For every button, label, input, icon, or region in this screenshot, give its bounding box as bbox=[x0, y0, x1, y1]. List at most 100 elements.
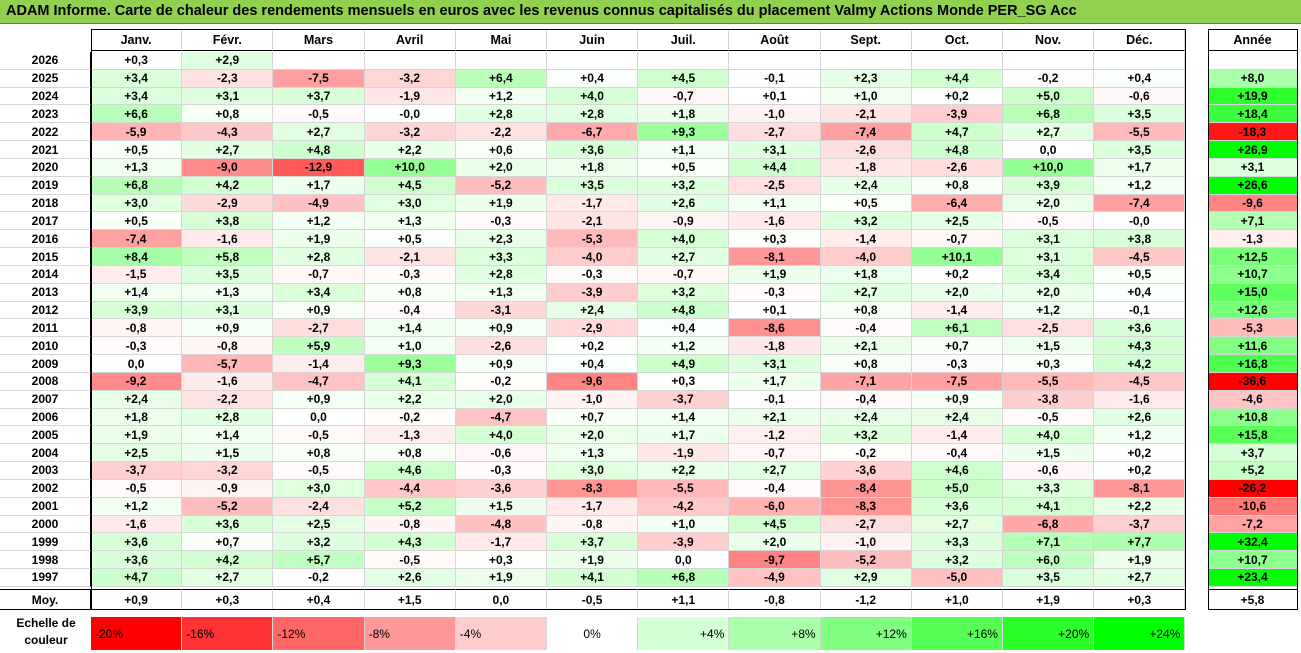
heatmap-cell: -2,7 bbox=[729, 123, 821, 142]
heatmap-cell: -0,5 bbox=[364, 551, 456, 570]
heatmap-cell: -0,8 bbox=[182, 337, 274, 356]
heatmap-cell: +0,9 bbox=[273, 390, 365, 409]
heatmap-cell: -0,9 bbox=[638, 212, 730, 231]
heatmap-cell: -6,4 bbox=[911, 194, 1003, 213]
heatmap-cell: +1,9 bbox=[273, 230, 365, 249]
heatmap-cell: +1,5 bbox=[455, 497, 547, 516]
heatmap-cell: +1,2 bbox=[638, 337, 730, 356]
heatmap-cell: -9,2 bbox=[91, 372, 183, 391]
heatmap-cell: 0,0 bbox=[91, 355, 183, 373]
heatmap-cell: +4,1 bbox=[547, 569, 639, 587]
heatmap-cell: +0,8 bbox=[182, 105, 274, 124]
heatmap-cell bbox=[1003, 52, 1095, 70]
heatmap-cell: +0,3 bbox=[729, 230, 821, 249]
heatmap-cell: +0,6 bbox=[455, 141, 547, 159]
heatmap-cell: +1,9 bbox=[91, 426, 183, 445]
heatmap-cell: +3,5 bbox=[1094, 141, 1186, 159]
color-scale-swatch: +8% bbox=[729, 617, 821, 650]
heatmap-cell: -3,7 bbox=[91, 462, 183, 480]
heatmap-cell: -8,3 bbox=[820, 497, 912, 516]
average-cell: +0,9 bbox=[91, 589, 183, 610]
heatmap-cell: -4,0 bbox=[820, 248, 912, 266]
heatmap-cell: -0,7 bbox=[911, 230, 1003, 249]
heatmap-cell: -4,5 bbox=[1094, 372, 1186, 391]
heatmap-cell: +0,1 bbox=[729, 301, 821, 320]
heatmap-cell: -0,3 bbox=[91, 337, 183, 356]
row-year-label: 2013 bbox=[0, 283, 91, 302]
heatmap-cell: -8,4 bbox=[820, 479, 912, 498]
heatmap-cell: +6,1 bbox=[911, 319, 1003, 338]
row-year-label: 2000 bbox=[0, 515, 91, 534]
heatmap-cell: +2,7 bbox=[638, 248, 730, 266]
heatmap-cell: -7,5 bbox=[911, 372, 1003, 391]
heatmap-cell: -1,4 bbox=[820, 230, 912, 249]
heatmap-cell: -3,6 bbox=[455, 479, 547, 498]
heatmap-cell: -2,6 bbox=[455, 337, 547, 356]
heatmap-cell: +0,3 bbox=[1003, 355, 1095, 373]
heatmap-cell: +1,4 bbox=[364, 319, 456, 338]
heatmap-cell: +2,0 bbox=[1003, 194, 1095, 213]
heatmap-cell: -0,4 bbox=[820, 390, 912, 409]
heatmap-cell: -0,5 bbox=[273, 105, 365, 124]
heatmap-cell: +2,5 bbox=[273, 515, 365, 534]
heatmap-cell: -7,4 bbox=[1094, 194, 1186, 213]
heatmap-cell: +2,7 bbox=[182, 569, 274, 587]
heatmap-cell: +0,2 bbox=[547, 337, 639, 356]
heatmap-cell: +1,9 bbox=[455, 194, 547, 213]
heatmap-cell: +1,7 bbox=[273, 176, 365, 195]
row-year-label: 2026 bbox=[0, 52, 91, 70]
heatmap-cell: +5,9 bbox=[273, 337, 365, 356]
heatmap-cell: +10,0 bbox=[364, 158, 456, 177]
heatmap-cell: +4,0 bbox=[455, 426, 547, 445]
heatmap-cell bbox=[911, 52, 1003, 70]
heatmap-cell: +2,0 bbox=[911, 283, 1003, 302]
heatmap-cell: +0,8 bbox=[820, 355, 912, 373]
annual-cell: +12,5 bbox=[1208, 248, 1298, 266]
heatmap-cell: +4,5 bbox=[638, 69, 730, 88]
heatmap-cell: +3,8 bbox=[1094, 230, 1186, 249]
heatmap-cell: -0,3 bbox=[911, 355, 1003, 373]
heatmap-cell: +5,7 bbox=[273, 551, 365, 570]
annual-cell: -18,3 bbox=[1208, 123, 1298, 142]
heatmap-cell: +3,8 bbox=[182, 212, 274, 231]
heatmap-cell: +2,6 bbox=[364, 569, 456, 587]
annual-cell: +10,8 bbox=[1208, 408, 1298, 427]
heatmap-cell: -3,2 bbox=[364, 69, 456, 88]
heatmap-cell: -1,7 bbox=[455, 533, 547, 552]
heatmap-cell: -0,8 bbox=[91, 319, 183, 338]
heatmap-cell: -1,3 bbox=[364, 426, 456, 445]
heatmap-cell: +3,4 bbox=[1003, 265, 1095, 284]
color-scale-swatch: +24% bbox=[1094, 617, 1186, 650]
heatmap-cell: -8,6 bbox=[729, 319, 821, 338]
heatmap-cell: -1,2 bbox=[729, 426, 821, 445]
heatmap-cell: +1,9 bbox=[547, 551, 639, 570]
heatmap-cell: +2,6 bbox=[638, 194, 730, 213]
heatmap-cell: +4,2 bbox=[1094, 355, 1186, 373]
heatmap-cell: +1,1 bbox=[729, 194, 821, 213]
heatmap-cell: +2,9 bbox=[182, 52, 274, 70]
column-header: Août bbox=[729, 29, 821, 51]
heatmap-cell: +4,4 bbox=[911, 69, 1003, 88]
heatmap-cell: -2,9 bbox=[547, 319, 639, 338]
heatmap-cell: -1,9 bbox=[638, 444, 730, 463]
heatmap-cell: -1,6 bbox=[91, 515, 183, 534]
heatmap-cell: +3,3 bbox=[455, 248, 547, 266]
heatmap-cell: -2,7 bbox=[273, 319, 365, 338]
heatmap-cell: +0,7 bbox=[911, 337, 1003, 356]
heatmap-cell: -1,4 bbox=[911, 426, 1003, 445]
heatmap-cell: -2,2 bbox=[455, 123, 547, 142]
heatmap-cell: -8,3 bbox=[547, 479, 639, 498]
heatmap-cell: -0,1 bbox=[729, 390, 821, 409]
heatmap-cell bbox=[364, 52, 456, 70]
heatmap-cell: +1,0 bbox=[364, 337, 456, 356]
heatmap-cell: +2,5 bbox=[911, 212, 1003, 231]
heatmap-cell: +1,0 bbox=[820, 87, 912, 106]
column-header: Oct. bbox=[911, 29, 1003, 51]
heatmap-cell: -1,4 bbox=[273, 355, 365, 373]
heatmap-cell: +0,9 bbox=[182, 319, 274, 338]
heatmap-cell: +1,2 bbox=[1003, 301, 1095, 320]
heatmap-cell: -1,6 bbox=[729, 212, 821, 231]
heatmap-cell: +2,2 bbox=[364, 390, 456, 409]
heatmap-cell: +5,8 bbox=[182, 248, 274, 266]
heatmap-cell: -0,6 bbox=[1003, 462, 1095, 480]
